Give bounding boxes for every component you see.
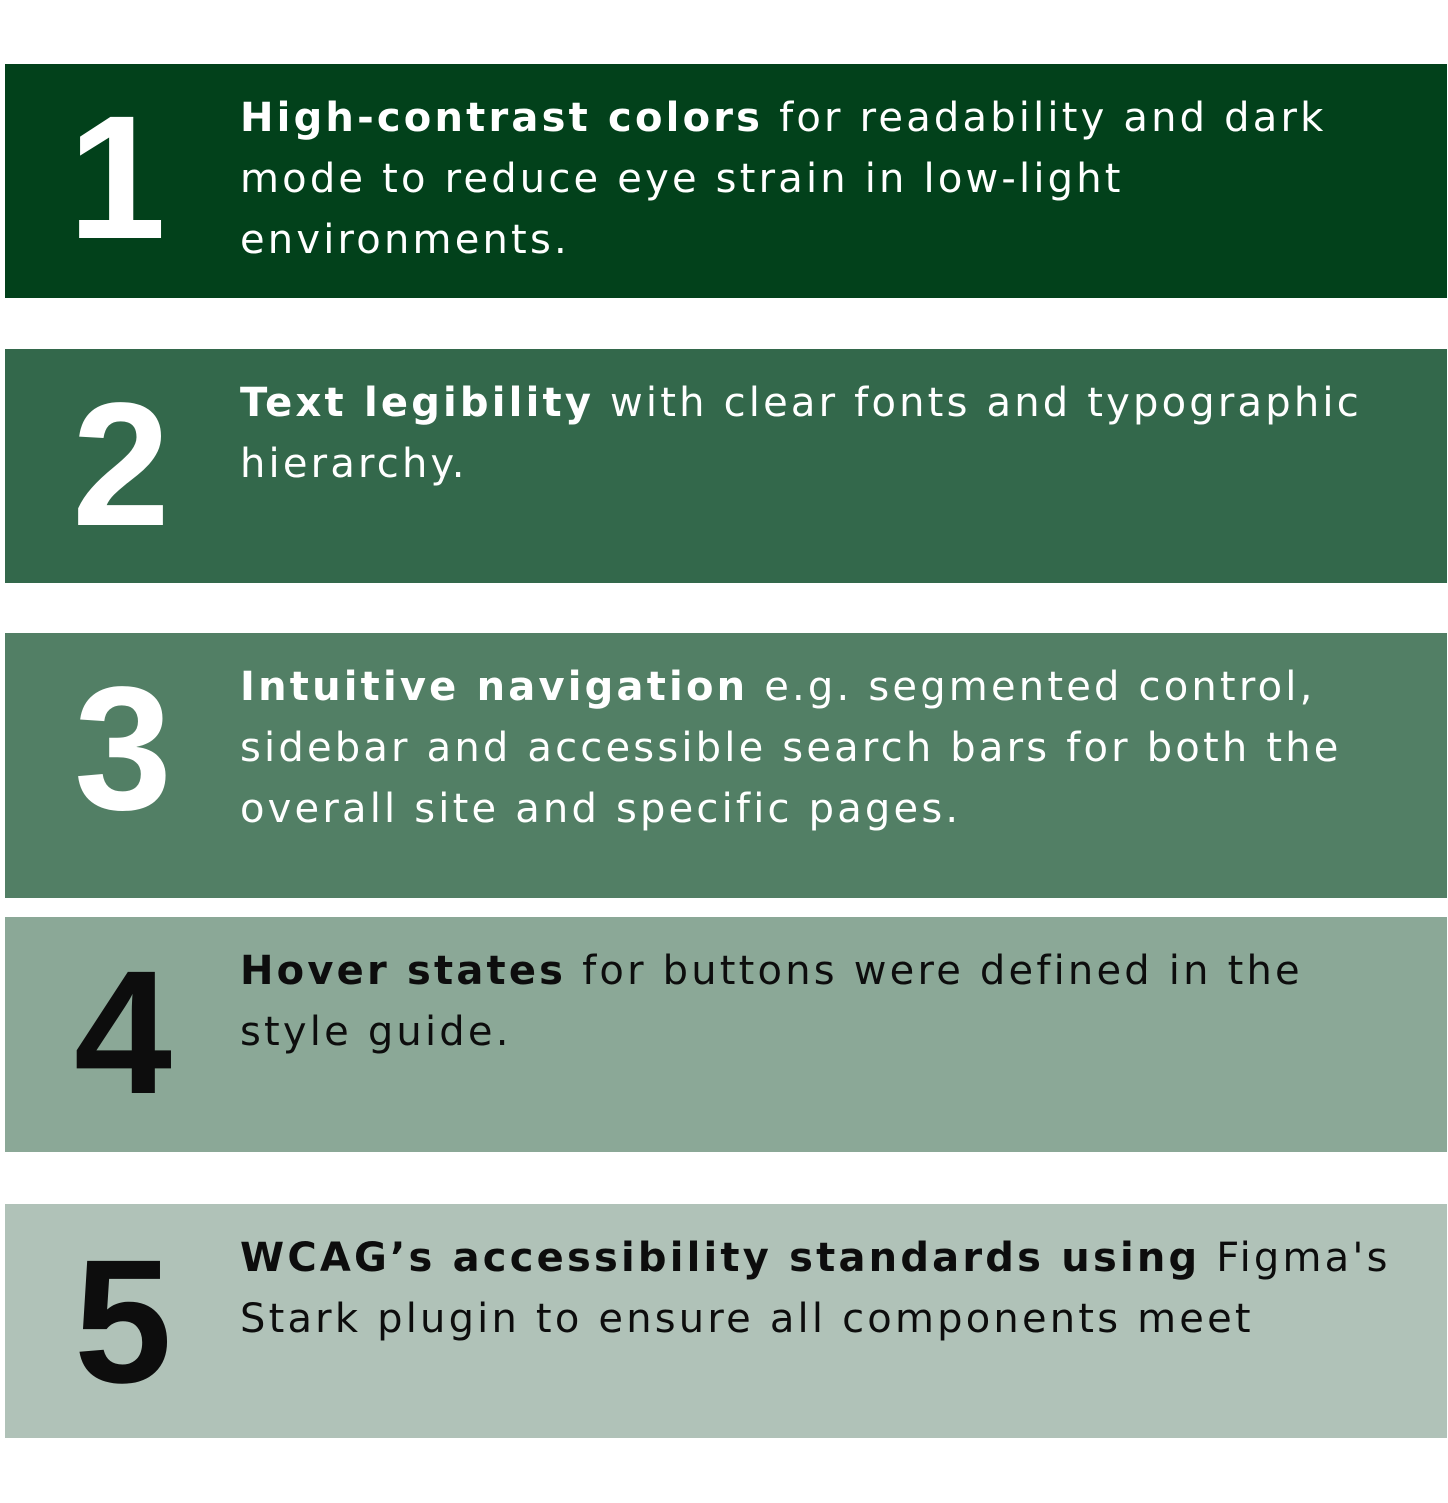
item-description: High-contrast colors for readability and… bbox=[240, 88, 1407, 271]
item-heading: Intuitive navigation bbox=[240, 664, 749, 710]
item-number: 2 bbox=[72, 367, 170, 563]
item-heading: High-contrast colors bbox=[240, 95, 764, 141]
item-number: 5 bbox=[74, 1224, 172, 1420]
item-description: WCAG’s accessibility standards using Fig… bbox=[240, 1228, 1407, 1350]
item-body: e.g. segmented control, sidebar and acce… bbox=[240, 664, 1342, 832]
item-description: Intuitive navigation e.g. segmented cont… bbox=[240, 657, 1407, 840]
list-item-1: 1 High-contrast colors for readability a… bbox=[5, 64, 1447, 298]
item-description: Text legibility with clear fonts and typ… bbox=[240, 373, 1407, 495]
item-heading: Text legibility bbox=[240, 380, 595, 426]
item-heading: Hover states bbox=[240, 948, 567, 994]
list-item-4: 4 Hover states for buttons were defined … bbox=[5, 917, 1447, 1152]
list-item-5: 5 WCAG’s accessibility standards using F… bbox=[5, 1204, 1447, 1438]
item-body: with clear fonts and typographic hierarc… bbox=[240, 380, 1362, 487]
item-number: 4 bbox=[74, 935, 172, 1131]
item-description: Hover states for buttons were defined in… bbox=[240, 941, 1407, 1063]
list-item-3: 3 Intuitive navigation e.g. segmented co… bbox=[5, 633, 1447, 898]
item-body: Figma's Stark plugin to ensure all compo… bbox=[240, 1235, 1391, 1342]
item-body: for buttons were defined in the style gu… bbox=[240, 948, 1303, 1055]
item-heading: WCAG’s accessibility standards using bbox=[240, 1235, 1201, 1281]
item-number: 3 bbox=[74, 651, 172, 847]
item-number: 1 bbox=[68, 80, 166, 276]
item-body: for readability and dark mode to reduce … bbox=[240, 95, 1327, 263]
list-item-2: 2 Text legibility with clear fonts and t… bbox=[5, 349, 1447, 583]
